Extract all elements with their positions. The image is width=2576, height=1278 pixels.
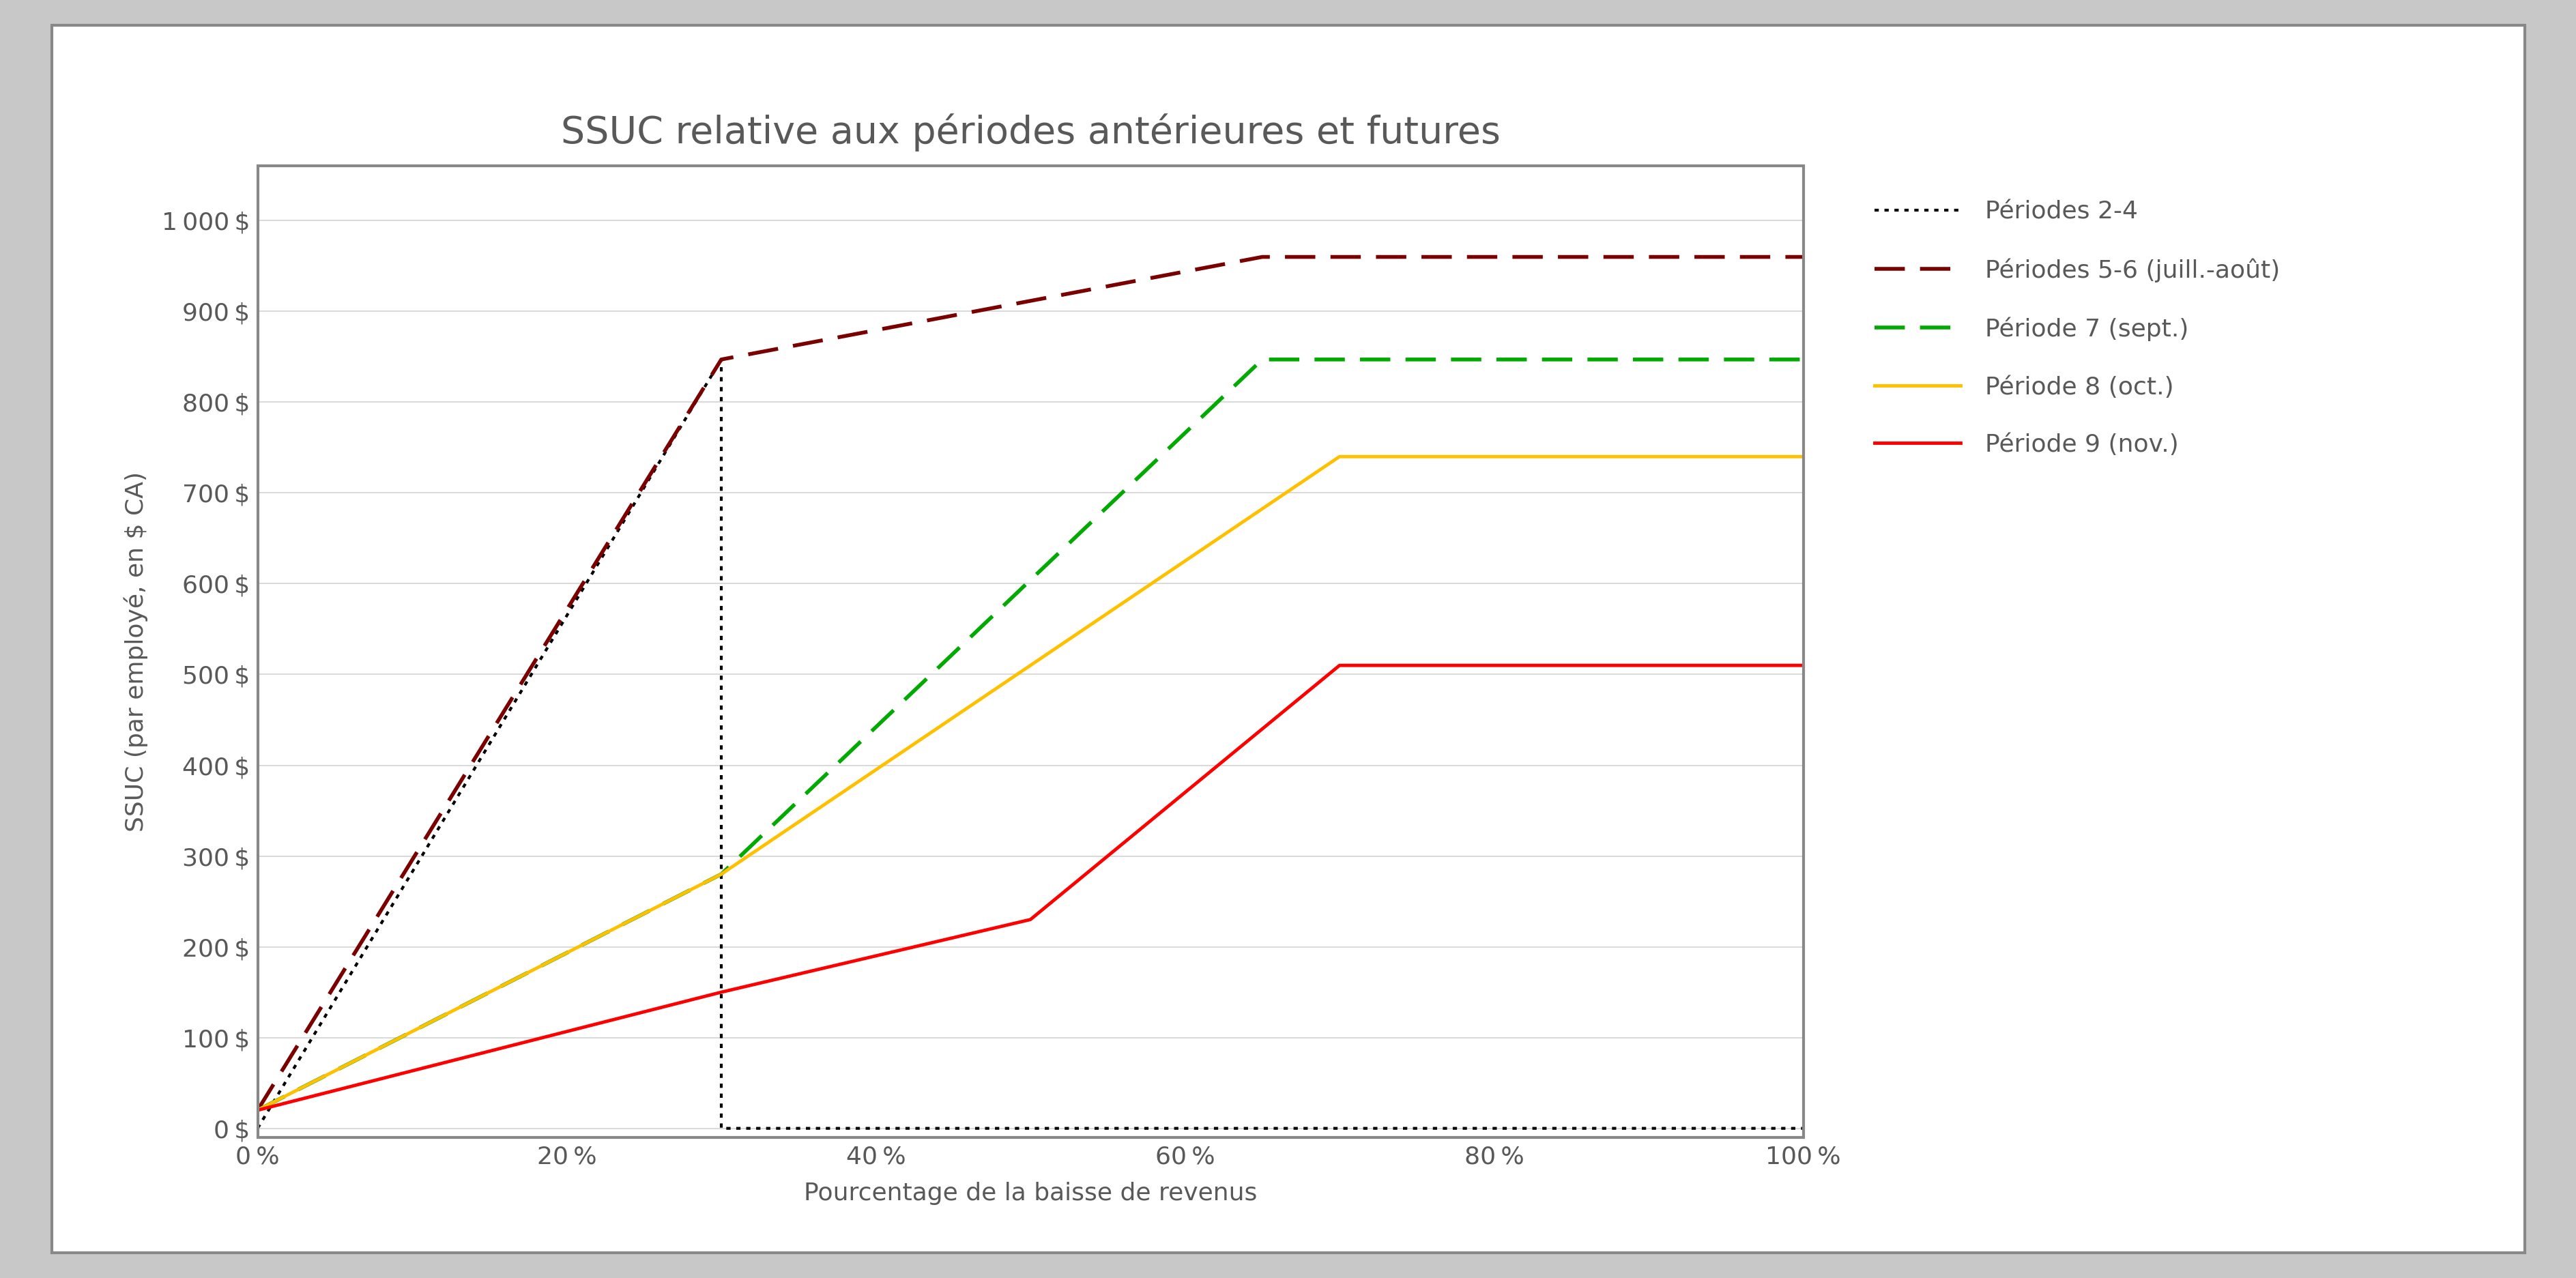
Période 8 (oct.)	[1788, 449, 1819, 464]
Périodes 5-6 (juill.-août)	[242, 1103, 273, 1118]
Line: Période 8 (oct.): Période 8 (oct.)	[258, 456, 1803, 1111]
Période 9 (nov.)	[706, 984, 737, 999]
Legend: Périodes 2-4, Périodes 5-6 (juill.-août), Période 7 (sept.), Période 8 (oct.), P: Périodes 2-4, Périodes 5-6 (juill.-août)…	[1862, 188, 2293, 469]
Période 8 (oct.)	[706, 866, 737, 882]
Périodes 2-4	[1788, 1121, 1819, 1136]
Période 7 (sept.)	[242, 1103, 273, 1118]
Période 8 (oct.)	[242, 1103, 273, 1118]
Périodes 5-6 (juill.-août)	[1247, 249, 1278, 265]
Title: SSUC relative aux périodes antérieures et futures: SSUC relative aux périodes antérieures e…	[562, 114, 1499, 152]
Line: Périodes 5-6 (juill.-août): Périodes 5-6 (juill.-août)	[258, 257, 1803, 1111]
Line: Période 7 (sept.): Période 7 (sept.)	[258, 359, 1803, 1111]
Période 7 (sept.)	[706, 866, 737, 882]
Période 9 (nov.)	[1015, 912, 1046, 928]
X-axis label: Pourcentage de la baisse de revenus: Pourcentage de la baisse de revenus	[804, 1181, 1257, 1205]
Line: Périodes 2-4: Périodes 2-4	[258, 359, 1803, 1128]
Période 7 (sept.)	[1247, 351, 1278, 367]
Line: Période 9 (nov.): Période 9 (nov.)	[258, 666, 1803, 1111]
Période 9 (nov.)	[242, 1103, 273, 1118]
Périodes 5-6 (juill.-août)	[706, 351, 737, 367]
Périodes 2-4	[706, 351, 737, 367]
Y-axis label: SSUC (par employé, en $ CA): SSUC (par employé, en $ CA)	[124, 472, 149, 832]
Période 9 (nov.)	[1324, 658, 1355, 674]
Période 9 (nov.)	[1788, 658, 1819, 674]
Périodes 2-4	[242, 1121, 273, 1136]
Périodes 5-6 (juill.-août)	[1788, 249, 1819, 265]
Périodes 2-4	[706, 1121, 737, 1136]
Période 8 (oct.)	[1324, 449, 1355, 464]
Période 7 (sept.)	[1788, 351, 1819, 367]
